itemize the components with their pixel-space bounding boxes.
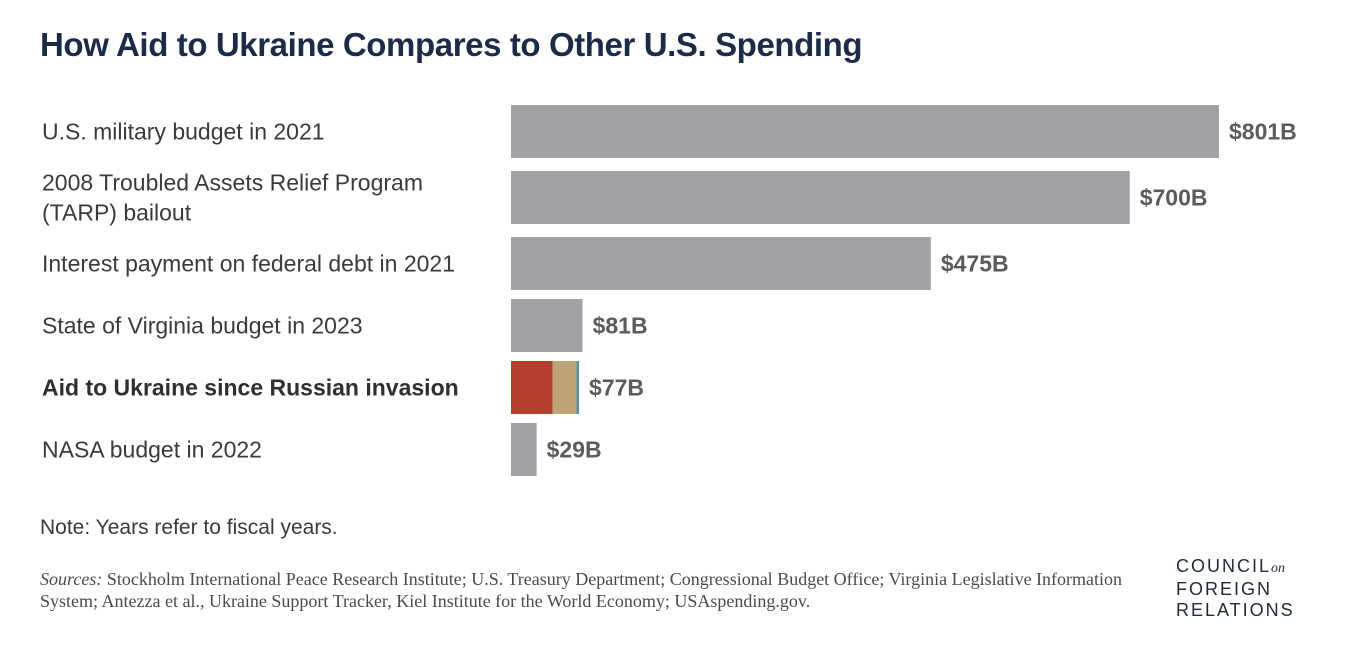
value-label-4: $77B — [589, 375, 644, 401]
category-label-5-0: NASA budget in 2022 — [42, 437, 262, 463]
logo-line-relations: RELATIONS — [1176, 600, 1295, 620]
sources-body: Stockholm International Peace Research I… — [40, 569, 1123, 611]
value-label-5: $29B — [547, 437, 602, 463]
logo-line-council: COUNCIL — [1176, 556, 1272, 576]
category-label-4-0: Aid to Ukraine since Russian invasion — [42, 375, 459, 401]
chart-title: How Aid to Ukraine Compares to Other U.S… — [40, 26, 863, 63]
bar-chart: U.S. military budget in 2021 $801B 2008 Tr… — [42, 105, 1297, 476]
bar-segment-4-0 — [511, 361, 553, 414]
logo-on: on — [1271, 561, 1286, 576]
category-label-1-0: 2008 Troubled Assets Relief Program — [42, 170, 423, 196]
sources-lead: Sources: — [40, 569, 103, 589]
bar-segment-4-2 — [576, 361, 580, 414]
value-label-1: $700B — [1140, 185, 1208, 211]
bar-5 — [511, 423, 537, 476]
bar-segment-4-1 — [552, 361, 577, 414]
bar-3 — [511, 299, 583, 352]
category-label-2-0: Interest payment on federal debt in 2021 — [42, 251, 455, 277]
bar-2 — [511, 237, 931, 290]
cfr-logo: COUNCILon FOREIGN RELATIONS — [1176, 556, 1295, 621]
category-label-1-1: (TARP) bailout — [42, 200, 192, 226]
logo-line-foreign: FOREIGN — [1176, 579, 1273, 599]
bar-0 — [511, 105, 1219, 158]
value-label-0: $801B — [1229, 119, 1297, 145]
category-label-3-0: State of Virginia budget in 2023 — [42, 313, 363, 339]
category-label-0-0: U.S. military budget in 2021 — [42, 119, 325, 145]
bar-1 — [511, 171, 1130, 224]
chart-note: Note: Years refer to fiscal years. — [40, 516, 338, 539]
value-label-2: $475B — [941, 251, 1009, 277]
sources-text: Sources: Stockholm International Peace R… — [40, 568, 1165, 612]
value-label-3: $81B — [593, 313, 648, 339]
